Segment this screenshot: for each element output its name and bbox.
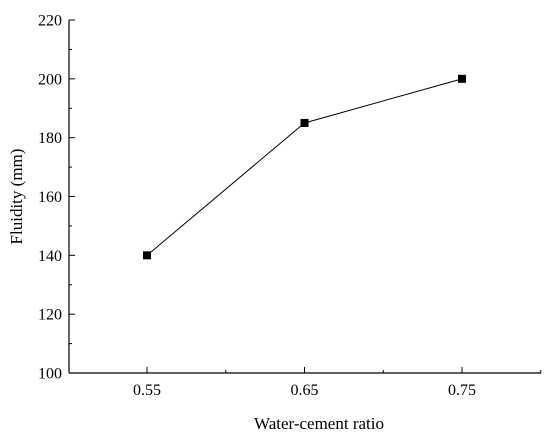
y-axis-ticks: 100 120 140 160 180 200 220 (38, 13, 75, 383)
x-tick-label: 0.65 (291, 382, 319, 399)
y-tick-label: 100 (38, 366, 62, 383)
series-line (146, 78, 463, 256)
series-layer (143, 74, 466, 260)
x-tick-label: 0.75 (448, 382, 476, 399)
x-axis-ticks: 0.55 0.65 0.75 (133, 367, 542, 399)
y-axis-label: Fluidity (mm) (7, 149, 26, 245)
y-tick-label: 140 (38, 248, 62, 265)
data-point-marker (458, 74, 466, 83)
x-axis-label: Water-cement ratio (254, 414, 384, 433)
data-point-marker (143, 251, 151, 260)
data-point-marker (300, 118, 309, 127)
y-tick-label: 220 (38, 13, 62, 30)
x-tick-label: 0.55 (133, 382, 161, 399)
y-tick-label: 160 (38, 189, 62, 206)
y-tick-label: 200 (38, 71, 62, 88)
y-tick-label: 180 (38, 130, 62, 147)
y-tick-label: 120 (38, 307, 62, 324)
axes (68, 20, 541, 374)
